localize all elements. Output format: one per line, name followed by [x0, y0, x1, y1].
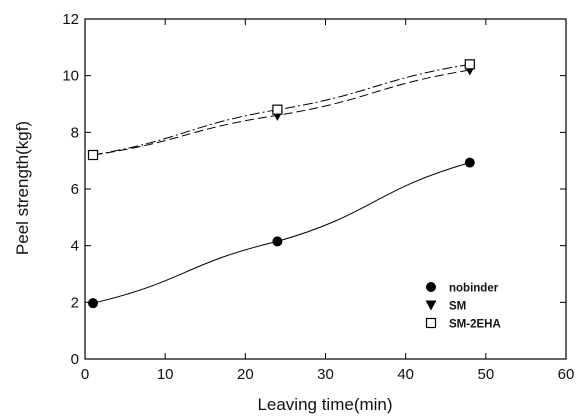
y-tick-label: 10 [62, 68, 79, 85]
y-axis-label: Peel strength(kgf) [13, 121, 32, 255]
data-point-nobinder [88, 298, 99, 309]
plot-area-frame [84, 18, 567, 360]
legend-label-sm-2eha: SM-2EHA [449, 319, 501, 331]
series-line-nobinder [92, 162, 470, 304]
y-tick-label: 8 [71, 124, 79, 141]
x-tick-label: 0 [81, 366, 89, 383]
y-tick-label: 4 [71, 238, 79, 255]
x-tick-label: 20 [237, 366, 254, 383]
y-tick-label: 2 [71, 294, 79, 311]
x-tick-label: 30 [317, 366, 334, 383]
y-tick-label: 0 [71, 351, 79, 368]
data-point-sm-2eha [464, 59, 475, 70]
legend-label-sm: SM [449, 301, 466, 313]
legend-marker-sm [425, 300, 437, 311]
y-tick-label: 12 [62, 11, 79, 28]
x-axis-label: Leaving time(min) [257, 395, 392, 414]
legend-marker-sm-2eha [425, 317, 437, 329]
data-point-nobinder [464, 157, 475, 168]
data-point-sm-2eha [272, 104, 283, 115]
data-point-sm-2eha [87, 149, 99, 161]
x-tick-label: 60 [558, 366, 575, 383]
x-tick-label: 50 [477, 366, 494, 383]
legend: nobinder SM SM-2EHA [425, 282, 501, 331]
legend-label-nobinder: nobinder [449, 283, 499, 295]
x-tick-label: 10 [157, 366, 174, 383]
y-tick-label: 6 [71, 181, 79, 198]
legend-marker-nobinder [426, 282, 436, 292]
x-tick-label: 40 [397, 366, 414, 383]
data-point-nobinder [272, 236, 283, 247]
